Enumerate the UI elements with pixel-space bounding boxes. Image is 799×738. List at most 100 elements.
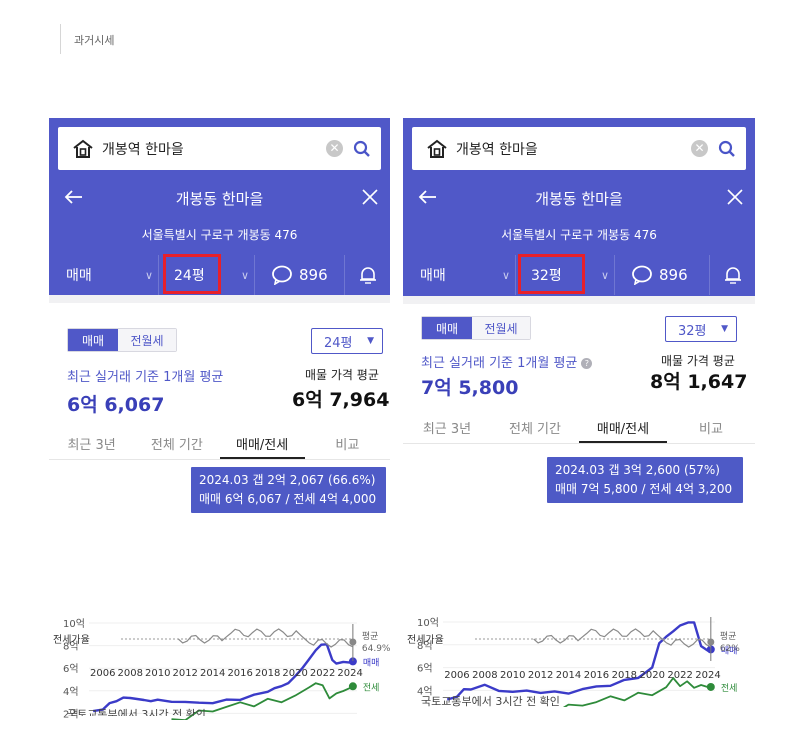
chart-tooltip: 2024.03 갭 3억 2,600 (57%) 매매 7억 5,800 / 전… [547,457,743,503]
price-chart[interactable]: 10억8억6억4억2억0매매전세전세가율평균64.9%2006200820102… [49,510,390,720]
area-dropdown-value: 24평 [324,335,353,351]
trade-toggle[interactable]: 매매 전월세 [67,328,177,352]
price-panel-2: 개봉역 한마을 ✕ 개봉동 한마을 서울특별시 구로구 개봉동 476 매매 ∨ [403,118,755,718]
y-tick-label: 10억 [63,618,85,630]
x-tick-label: 2010 [500,670,525,681]
area-value: 24평 [174,268,205,284]
chat-bubble-icon [632,265,652,285]
series-end-point [348,682,357,691]
close-icon[interactable] [360,187,380,207]
search-icon[interactable] [353,140,371,158]
ratio-avg-value: 62% [720,644,740,654]
x-tick-label: 2006 [444,670,469,681]
area-select[interactable]: 24평 ∨ [158,254,255,295]
x-tick-label: 2010 [145,668,170,679]
page-label-text: 과거시세 [74,34,115,47]
series-label: 매매 [721,645,738,656]
page-label: 과거시세 [60,24,114,54]
comment-count[interactable]: 896 [255,255,344,295]
x-tick-label: 2022 [667,670,692,681]
search-icon[interactable] [718,140,736,158]
info-icon[interactable]: ? [581,358,593,369]
trade-toggle[interactable]: 매매 전월세 [421,316,531,340]
search-input[interactable]: 개봉역 한마을 [102,141,184,158]
x-tick-label: 2008 [472,670,497,681]
chevron-down-icon: ∨ [501,268,511,282]
trade-type-value: 매매 [420,268,446,284]
caret-down-icon: ▼ [721,324,728,334]
recent-avg-value: 7억 5,800 [421,377,519,399]
back-arrow-icon[interactable] [417,186,439,208]
tab-sale-lease[interactable]: 매매/전세 [579,410,667,443]
comment-count[interactable]: 896 [615,255,709,295]
series-end-point [706,682,715,691]
bell-button[interactable] [344,255,390,295]
bell-button[interactable] [709,255,755,295]
listing-avg-value: 8억 1,647 [650,371,748,393]
chevron-down-icon: ∨ [600,268,610,282]
comment-count-value: 896 [659,266,688,284]
tooltip-line-1: 2024.03 갭 2억 2,067 (66.6%) [199,473,376,487]
x-tick-label: 2024 [337,668,362,679]
ratio-avg-label: 평균 [362,631,379,642]
panel-content: 매매 전월세 32평 ▼ 최근 실거래 기준 1개월 평균? 매물 가격 평균 … [403,304,755,718]
series-line-전세 [171,682,354,720]
ratio-label: 전세가율 [407,634,444,646]
y-tick-label: 2억 [63,708,79,720]
x-tick-label: 2008 [118,668,143,679]
area-select[interactable]: 32평 ∨ [515,254,615,295]
listing-avg-value: 6억 7,964 [292,389,390,411]
price-chart[interactable]: 10억8억6억4억2억0매매전세전세가율평균62%200620082010201… [403,497,755,707]
tooltip-line-2: 매매 7억 5,800 / 전세 4억 3,200 [555,482,733,496]
y-tick-label: 8억 [417,640,433,652]
search-input[interactable]: 개봉역 한마을 [456,141,538,158]
x-tick-label: 2014 [200,668,225,679]
chat-bubble-icon [272,265,292,285]
home-icon [427,139,447,158]
ratio-label: 전세가율 [53,634,90,646]
title-row: 개봉동 한마을 [49,180,390,216]
divider [49,295,390,303]
x-tick-label: 2020 [282,668,307,679]
y-tick-label: 6억 [417,663,433,675]
period-tabs: 최근 3년 전체 기간 매매/전세 비교 [49,426,390,460]
area-dropdown[interactable]: 24평 ▼ [311,328,383,354]
tab-recent-3y[interactable]: 최근 3년 [422,422,472,437]
highlight-box [518,254,585,294]
tooltip-line-1: 2024.03 갭 3억 2,600 (57%) [555,463,720,477]
tab-recent-3y[interactable]: 최근 3년 [67,438,116,453]
trade-type-select[interactable]: 매매 ∨ [403,265,515,285]
back-arrow-icon[interactable] [63,186,85,208]
x-tick-label: 2024 [695,670,720,681]
toggle-sale[interactable]: 매매 [68,329,118,351]
chart-tooltip: 2024.03 갭 2억 2,067 (66.6%) 매매 6억 6,067 /… [191,467,386,513]
tab-sale-lease[interactable]: 매매/전세 [219,426,305,459]
close-icon[interactable] [725,187,745,207]
ratio-end-point [707,638,715,646]
search-bar[interactable]: 개봉역 한마을 ✕ [58,127,381,170]
x-tick-label: 2012 [528,670,553,681]
y-tick-label: 4억 [417,685,433,697]
area-dropdown[interactable]: 32평 ▼ [665,316,737,342]
y-tick-label: 4억 [63,686,79,698]
panel-header: 개봉역 한마을 ✕ 개봉동 한마을 서울특별시 구로구 개봉동 476 매매 ∨ [49,118,390,295]
clear-icon[interactable]: ✕ [326,140,343,157]
tab-all-period[interactable]: 전체 기간 [150,438,203,453]
toggle-rent[interactable]: 전월세 [472,317,530,339]
toggle-sale[interactable]: 매매 [422,317,472,339]
panel-header: 개봉역 한마을 ✕ 개봉동 한마을 서울특별시 구로구 개봉동 476 매매 ∨ [403,118,755,296]
y-tick-label: 8억 [63,641,79,653]
tab-all-period[interactable]: 전체 기간 [509,422,561,437]
trade-type-select[interactable]: 매매 ∨ [49,265,158,285]
x-tick-label: 2006 [90,668,115,679]
area-dropdown-value: 32평 [678,323,707,339]
series-line-전세 [562,677,711,707]
search-bar[interactable]: 개봉역 한마을 ✕ [412,127,746,170]
home-icon [73,139,93,158]
toggle-rent[interactable]: 전월세 [118,329,176,351]
tab-compare[interactable]: 비교 [335,438,360,453]
bell-icon [359,267,376,284]
clear-icon[interactable]: ✕ [691,140,708,157]
tab-compare[interactable]: 비교 [699,422,723,437]
x-tick-label: 2016 [227,668,252,679]
